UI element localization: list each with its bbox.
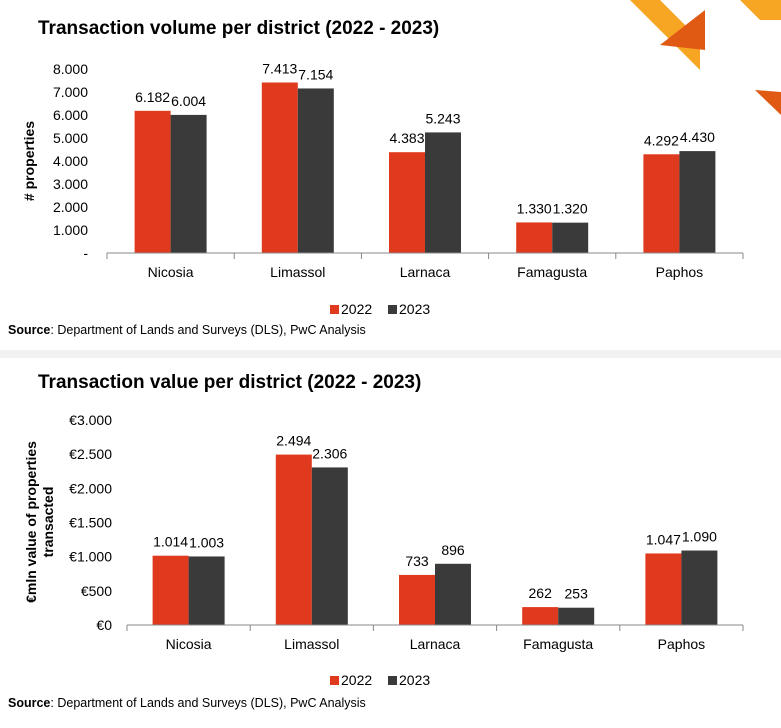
legend-swatch-2022 bbox=[330, 305, 339, 314]
data-label: 6.004 bbox=[171, 93, 206, 109]
bar-2023-nicosia bbox=[188, 556, 225, 625]
x-category-label: Nicosia bbox=[166, 636, 212, 652]
volume-bar-chart: - 1.000 2.000 3.000 4.000 5.000 6.000 7.000 8.00… bbox=[21, 61, 744, 317]
y-tick-label: 6.000 bbox=[53, 107, 88, 123]
bar-2022-nicosia bbox=[134, 110, 171, 254]
bar-2023-nicosia bbox=[170, 114, 207, 254]
y-tick-label: €1.000 bbox=[69, 549, 112, 565]
data-label: 4.430 bbox=[680, 129, 715, 145]
data-label: 2.494 bbox=[276, 433, 311, 449]
x-category-label: Larnaca bbox=[400, 264, 451, 280]
y-tick-label: 7.000 bbox=[53, 84, 88, 100]
data-label: 1.330 bbox=[517, 200, 552, 216]
y-axis-title: # properties bbox=[21, 121, 37, 201]
y-tick-label: €0 bbox=[96, 617, 112, 633]
y-tick-label: €1.500 bbox=[69, 515, 112, 531]
data-label: 4.383 bbox=[389, 130, 424, 146]
data-label: 1.090 bbox=[682, 529, 717, 545]
data-label: 5.243 bbox=[425, 110, 460, 126]
data-label: 2.306 bbox=[312, 445, 347, 461]
legend-label: 2023 bbox=[399, 672, 430, 688]
bar-2023-larnaca bbox=[425, 132, 461, 253]
source-label: Source bbox=[8, 696, 51, 710]
y-tick-label: - bbox=[83, 245, 88, 261]
data-label: 262 bbox=[529, 585, 553, 601]
source-text: : Department of Lands and Surveys (DLS),… bbox=[50, 323, 366, 337]
y-axis-title: €mln value of properties bbox=[23, 441, 39, 603]
bar-2023-paphos bbox=[679, 151, 716, 253]
bar-2022-limassol bbox=[261, 82, 298, 253]
bar-2023-famagusta bbox=[552, 222, 589, 253]
bar-2022-famagusta bbox=[522, 607, 559, 625]
source-text: : Department of Lands and Surveys (DLS),… bbox=[50, 696, 366, 710]
data-label: 4.292 bbox=[644, 132, 679, 148]
x-category-label: Paphos bbox=[658, 636, 705, 652]
bar-2022-limassol bbox=[275, 454, 312, 625]
chart-source: Source: Department of Lands and Surveys … bbox=[8, 323, 366, 337]
chart-title: Transaction volume per district (2022 - … bbox=[38, 18, 440, 39]
source-label: Source bbox=[8, 323, 51, 337]
data-label: 1.014 bbox=[153, 534, 188, 550]
bar-2022-larnaca bbox=[399, 574, 435, 625]
y-tick-label: €3.000 bbox=[69, 412, 112, 428]
data-label: 6.182 bbox=[135, 89, 170, 105]
bar-2023-limassol bbox=[311, 467, 348, 625]
y-tick-label: €2.000 bbox=[69, 480, 112, 496]
volume-chart-panel: Transaction volume per district (2022 - … bbox=[0, 0, 781, 350]
x-category-label: Famagusta bbox=[523, 636, 593, 652]
x-category-label: Larnaca bbox=[410, 636, 461, 652]
legend-label: 2022 bbox=[341, 301, 372, 317]
data-label: 1.003 bbox=[189, 534, 224, 550]
bar-2022-paphos bbox=[643, 154, 680, 253]
y-tick-label: 8.000 bbox=[53, 61, 88, 77]
data-label: 896 bbox=[441, 542, 465, 558]
bar-2023-limassol bbox=[297, 88, 334, 253]
value-chart-panel: Transaction value per district (2022 - 2… bbox=[0, 358, 781, 728]
x-category-label: Limassol bbox=[270, 264, 325, 280]
bar-2023-paphos bbox=[681, 550, 718, 625]
x-category-label: Limassol bbox=[284, 636, 339, 652]
x-category-label: Nicosia bbox=[148, 264, 194, 280]
data-label: 1.047 bbox=[646, 531, 681, 547]
legend-swatch-2023 bbox=[388, 676, 397, 685]
data-label: 1.320 bbox=[553, 201, 588, 217]
chart-title: Transaction value per district (2022 - 2… bbox=[38, 372, 422, 393]
y-tick-label: 4.000 bbox=[53, 153, 88, 169]
data-label: 733 bbox=[405, 553, 429, 569]
bar-2022-nicosia bbox=[152, 555, 189, 625]
bar-2022-paphos bbox=[645, 553, 682, 625]
bar-2023-larnaca bbox=[435, 563, 471, 625]
x-category-label: Famagusta bbox=[517, 264, 587, 280]
data-label: 7.154 bbox=[298, 66, 333, 82]
y-tick-label: 3.000 bbox=[53, 176, 88, 192]
y-tick-label: 2.000 bbox=[53, 199, 88, 215]
data-label: 7.413 bbox=[262, 61, 297, 77]
chart-source: Source: Department of Lands and Surveys … bbox=[8, 696, 366, 710]
data-label: 253 bbox=[565, 586, 589, 602]
bar-2022-famagusta bbox=[516, 222, 553, 253]
value-bar-chart: €0 €500 €1.000 €1.500 €2.000 €2.500 €3.000 €mln… bbox=[23, 412, 744, 688]
legend-label: 2023 bbox=[399, 301, 430, 317]
bar-2022-larnaca bbox=[389, 152, 425, 253]
y-tick-label: 5.000 bbox=[53, 130, 88, 146]
bar-2023-famagusta bbox=[558, 607, 595, 625]
legend-swatch-2023 bbox=[388, 305, 397, 314]
y-tick-label: €500 bbox=[81, 583, 112, 599]
y-tick-label: 1.000 bbox=[53, 222, 88, 238]
y-tick-label: €2.500 bbox=[69, 446, 112, 462]
legend-label: 2022 bbox=[341, 672, 372, 688]
y-axis-title: transacted bbox=[40, 487, 56, 558]
x-category-label: Paphos bbox=[656, 264, 703, 280]
legend-swatch-2022 bbox=[330, 676, 339, 685]
